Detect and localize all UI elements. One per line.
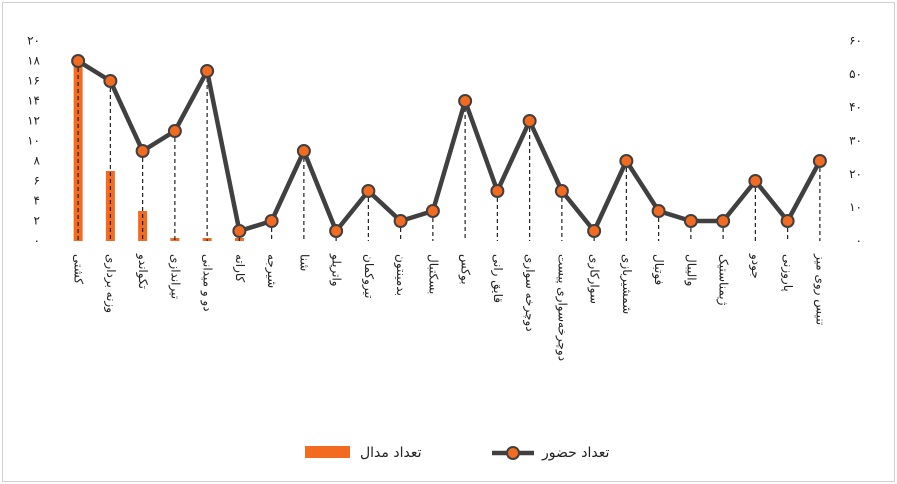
marker — [812, 154, 827, 168]
bar — [73, 61, 83, 241]
marker — [425, 204, 440, 218]
y-tick-label: ۱۲ — [27, 114, 40, 128]
y-tick-label: ۲ — [34, 214, 40, 228]
x-tick-label: جودو — [748, 253, 763, 279]
y-tick-label: ۸ — [34, 154, 41, 168]
y2-tick-label: ۲۰ — [849, 167, 862, 181]
x-tick-label: دوچرخه‌سواری پیست — [554, 254, 569, 361]
x-tick-label: قایق رانی — [490, 254, 505, 303]
marker — [329, 224, 344, 238]
y2-tick-label: ۱۰ — [849, 200, 862, 214]
marker — [135, 144, 150, 158]
y-tick-label: ۱۸ — [27, 54, 40, 68]
x-tick-label: پاروزنی — [780, 254, 795, 292]
marker — [264, 214, 279, 228]
y2-tick-label: ۳۰ — [849, 134, 862, 148]
x-tick-label: تکواندو — [135, 253, 150, 289]
x-tick-label: والیبال — [683, 254, 698, 286]
x-tick-label: بدمینتون — [393, 254, 408, 296]
y2-tick-label: ۶۰ — [849, 34, 862, 48]
y-tick-label: ۲۰ — [27, 34, 40, 48]
marker — [103, 74, 118, 88]
y2-tick-label: ۵۰ — [849, 67, 862, 81]
legend-marker — [506, 446, 520, 460]
y-tick-label: ۶ — [34, 174, 40, 188]
x-tick-label: تیروکمان — [361, 254, 376, 299]
marker — [522, 114, 537, 128]
y-tick-label: ۱۶ — [27, 74, 40, 88]
marker — [296, 144, 311, 158]
y2-tick-label: ۴۰ — [849, 100, 862, 114]
x-tick-label: شیرجه — [264, 254, 279, 288]
x-tick-label: کاراته — [232, 254, 247, 283]
marker — [587, 224, 602, 238]
legend-swatch — [305, 446, 350, 458]
legend-label: تعداد مدال — [360, 445, 422, 461]
marker — [748, 174, 763, 188]
y2-tick-label: ۰ — [856, 234, 862, 248]
x-tick-label: کشتی — [72, 254, 86, 284]
bar — [105, 171, 115, 241]
marker — [651, 204, 666, 218]
y-tick-label: ۱۴ — [27, 94, 40, 108]
marker — [71, 54, 86, 68]
x-tick-label: دوچرخه سواری — [522, 254, 537, 332]
marker — [716, 214, 731, 228]
x-tick-label: فوتبال — [651, 254, 666, 285]
marker — [780, 214, 795, 228]
marker — [232, 224, 247, 238]
y-tick-label: ۰ — [34, 234, 40, 248]
y-tick-label: ۱۰ — [27, 134, 40, 148]
x-tick-label: بوکس — [458, 254, 473, 285]
marker — [200, 64, 215, 78]
marker — [683, 214, 698, 228]
marker — [167, 124, 182, 138]
x-tick-label: دو و میدانی — [200, 254, 215, 312]
x-tick-label: شنا — [297, 254, 311, 271]
x-tick-label: تنیس روی میز — [812, 253, 827, 325]
x-tick-label: ژیمناستیک — [716, 254, 731, 306]
marker — [619, 154, 634, 168]
legend-label: تعداد حضور — [541, 445, 609, 461]
x-tick-label: بسکتبال — [426, 254, 440, 294]
bar — [138, 211, 148, 241]
x-tick-label: شمشیربازی — [619, 254, 634, 314]
marker — [490, 184, 505, 198]
marker — [554, 184, 569, 198]
x-tick-label: واترپلو — [329, 253, 344, 287]
x-tick-label: سوارکاری — [587, 254, 602, 304]
x-tick-label: تیراندازی — [167, 254, 182, 299]
marker — [393, 214, 408, 228]
marker — [458, 94, 473, 108]
marker — [361, 184, 376, 198]
x-tick-label: وزنه برداری — [103, 254, 118, 313]
y-tick-label: ۴ — [34, 194, 40, 208]
